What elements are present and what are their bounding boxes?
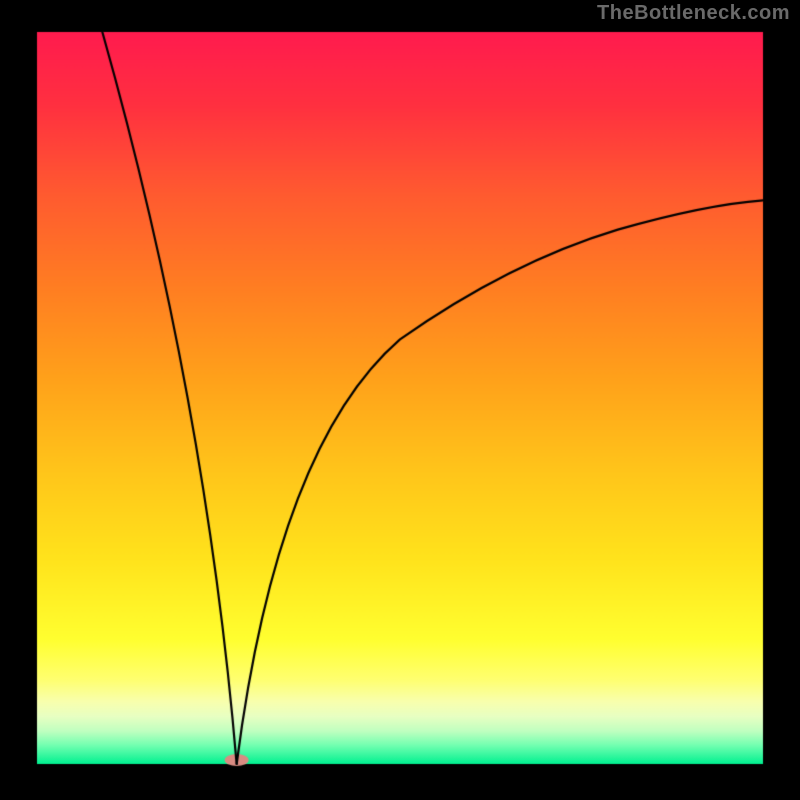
bottleneck-curve: [0, 0, 800, 800]
chart-wrapper: TheBottleneck.com: [0, 0, 800, 800]
watermark-text: TheBottleneck.com: [597, 2, 790, 25]
